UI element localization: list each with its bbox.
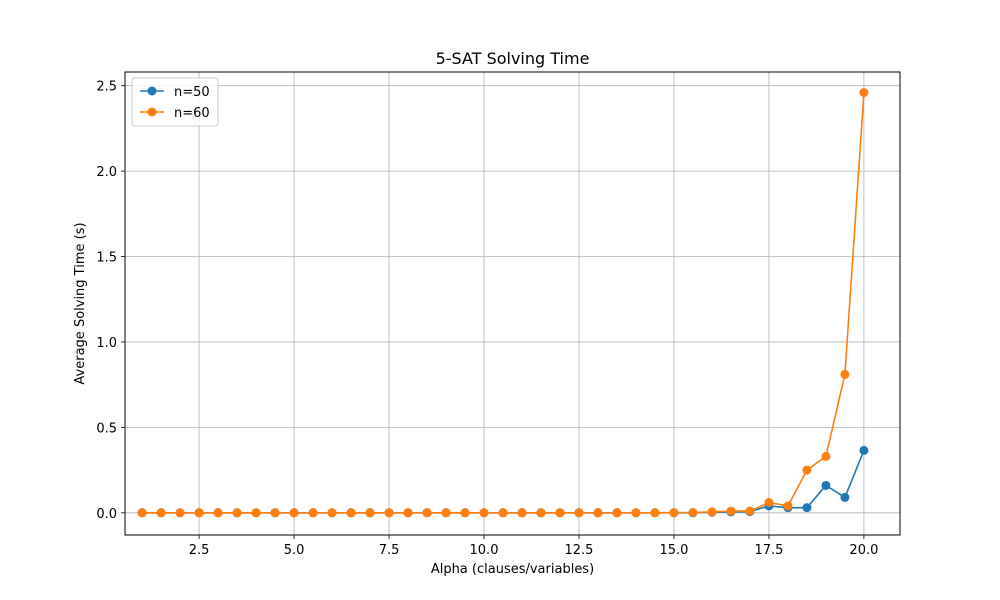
series-n-60: [137, 88, 869, 518]
data-point: [726, 506, 736, 516]
data-point: [384, 508, 394, 518]
data-point: [802, 465, 812, 475]
data-point: [289, 508, 299, 518]
x-axis-ticks: 2.5 5.0 7.5 10.0 12.5 15.0 17.5 20.0: [189, 535, 878, 558]
data-point: [308, 508, 318, 518]
data-point: [840, 492, 850, 502]
data-point: [707, 507, 717, 517]
data-point: [859, 88, 869, 98]
data-point: [688, 507, 698, 517]
y-tick-label: 0.0: [96, 507, 117, 522]
legend-item: n=50: [140, 85, 210, 100]
data-point: [821, 451, 831, 461]
data-point: [764, 498, 774, 508]
data-point: [479, 508, 489, 518]
x-tick-label: 5.0: [284, 543, 305, 558]
data-point: [498, 508, 508, 518]
data-point: [517, 508, 527, 518]
data-point: [460, 508, 470, 518]
y-tick-label: 2.0: [96, 165, 117, 180]
legend-marker: [147, 86, 157, 96]
x-axis-label: Alpha (clauses/variables): [431, 562, 594, 577]
data-point: [859, 445, 869, 455]
x-tick-label: 15.0: [659, 543, 688, 558]
data-point: [327, 508, 337, 518]
data-point: [403, 508, 413, 518]
chart-title: 5-SAT Solving Time: [436, 49, 590, 68]
data-point: [365, 508, 375, 518]
data-point: [346, 508, 356, 518]
data-point: [137, 508, 147, 518]
data-point: [213, 508, 223, 518]
legend-label: n=50: [174, 85, 210, 100]
y-axis-label: Average Solving Time (s): [73, 222, 88, 384]
data-point: [251, 508, 261, 518]
x-tick-label: 7.5: [379, 543, 400, 558]
y-tick-label: 1.0: [96, 336, 117, 351]
data-point: [422, 508, 432, 518]
data-point: [574, 508, 584, 518]
y-tick-label: 1.5: [96, 251, 117, 266]
data-point: [555, 508, 565, 518]
series-layer: [137, 88, 869, 518]
data-point: [631, 508, 641, 518]
plot-frame: [124, 71, 901, 536]
data-point: [441, 508, 451, 518]
data-point: [783, 501, 793, 511]
x-tick-label: 20.0: [849, 543, 878, 558]
data-point: [232, 508, 242, 518]
legend-item: n=60: [140, 106, 210, 121]
data-point: [821, 480, 831, 490]
data-point: [175, 508, 185, 518]
y-axis-ticks: 0.0 0.5 1.0 1.5 2.0 2.5: [96, 80, 125, 522]
data-point: [270, 508, 280, 518]
y-tick-label: 0.5: [96, 421, 117, 436]
data-point: [840, 369, 850, 379]
x-tick-label: 12.5: [565, 543, 594, 558]
data-point: [650, 508, 660, 518]
legend-marker: [147, 107, 157, 117]
data-point: [802, 503, 812, 513]
data-point: [194, 508, 204, 518]
data-point: [669, 508, 679, 518]
data-point: [536, 508, 546, 518]
data-point: [156, 508, 166, 518]
data-point: [612, 508, 622, 518]
x-tick-label: 10.0: [470, 543, 499, 558]
y-tick-label: 2.5: [96, 80, 117, 95]
data-point: [745, 506, 755, 516]
x-tick-label: 2.5: [189, 543, 210, 558]
x-tick-label: 17.5: [754, 543, 783, 558]
legend: n=50 n=60: [131, 77, 219, 127]
data-point: [593, 508, 603, 518]
legend-label: n=60: [174, 106, 210, 121]
